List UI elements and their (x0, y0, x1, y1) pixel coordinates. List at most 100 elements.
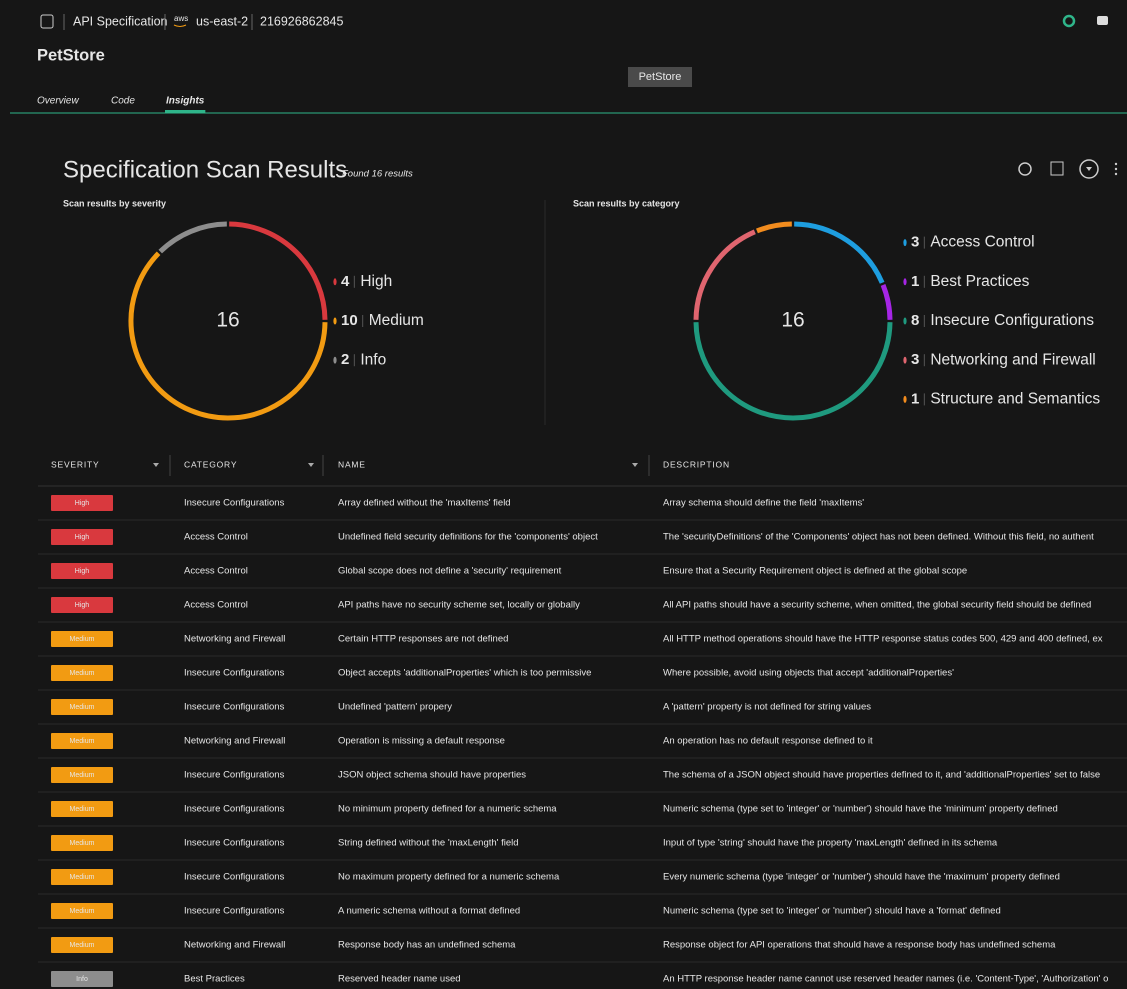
severity-label: Medium (70, 772, 95, 779)
column-header: NAME (338, 459, 366, 469)
tab[interactable]: Overview (37, 96, 79, 107)
severity-label: Medium (70, 704, 95, 711)
status-icon[interactable] (1062, 14, 1076, 28)
column-filter[interactable] (632, 463, 638, 467)
filter-button[interactable] (1079, 159, 1099, 179)
donut-total: 16 (216, 309, 239, 332)
cell: An operation has no default response def… (663, 736, 873, 747)
cell: All API paths should have a security sch… (663, 600, 1091, 611)
cell: Access Control (184, 600, 248, 611)
legend-label: Access Control (930, 234, 1034, 251)
legend-label: Networking and Firewall (930, 351, 1095, 368)
cell: Response body has an undefined schema (338, 940, 516, 951)
cell: Insecure Configurations (184, 770, 285, 781)
spec-icon (40, 14, 54, 29)
severity-badge (51, 699, 113, 715)
column-header: SEVERITY (51, 459, 99, 469)
cell: Array schema should define the field 'ma… (663, 498, 864, 509)
legend-value: 4 (341, 273, 350, 290)
severity-label: Medium (70, 908, 95, 915)
section-title: Specification Scan Results (63, 156, 347, 183)
cell: Networking and Firewall (184, 634, 285, 645)
legend-value: 1 (911, 273, 919, 290)
cell: All HTTP method operations should have t… (663, 634, 1103, 645)
charts: Scan results by severity 16 4 High 10 Medium 2… (63, 198, 1100, 421)
donut-segment (128, 251, 328, 421)
legend-label: Medium (369, 312, 424, 329)
severity-label: Medium (70, 636, 95, 643)
cell: No minimum property defined for a numeri… (338, 804, 557, 815)
severity-badge (51, 597, 113, 613)
legend-label: Insecure Configurations (930, 312, 1094, 329)
cell: Operation is missing a default response (338, 736, 505, 747)
aws-logo: aws (174, 14, 188, 23)
legend-marker (903, 317, 907, 325)
severity-badge (51, 665, 113, 681)
column-header: CATEGORY (184, 459, 237, 469)
legend-marker (903, 395, 907, 403)
severity-badge (51, 971, 113, 987)
active-tab-underline (165, 110, 206, 113)
severity-label: Medium (70, 874, 95, 881)
severity-badge (51, 937, 113, 953)
legend-label: Info (360, 351, 386, 368)
legend-marker (333, 278, 337, 286)
chart-title: Scan results by severity (63, 198, 166, 208)
severity-badge (51, 733, 113, 749)
cell: Numeric schema (type set to 'integer' or… (663, 804, 1058, 815)
severity-badge (51, 495, 113, 511)
region: us-east-2 (196, 14, 248, 28)
more-menu[interactable] (1114, 162, 1118, 176)
severity-label: Info (76, 976, 88, 983)
aws-smile (173, 24, 187, 27)
legend-label: High (360, 273, 392, 290)
severity-badge (51, 563, 113, 579)
column-header: DESCRIPTION (663, 459, 730, 469)
refresh-icon[interactable] (1018, 162, 1032, 176)
cell: The schema of a JSON object should have … (663, 770, 1100, 781)
tooltip-text: PetStore (639, 71, 682, 83)
donut-segment (229, 221, 328, 320)
column-filter[interactable] (153, 463, 159, 467)
legend-value: 3 (911, 234, 919, 251)
cell: A numeric schema without a format define… (338, 906, 520, 917)
cell: API paths have no security scheme set, l… (338, 600, 580, 611)
cell: An HTTP response header name cannot use … (663, 974, 1108, 985)
legend-marker (333, 317, 337, 325)
chart-icon[interactable] (1050, 161, 1064, 176)
tab[interactable]: Insights (166, 96, 205, 107)
legend-value: 8 (911, 312, 919, 329)
tooltip (628, 67, 692, 87)
legend-value: 2 (341, 351, 349, 368)
cell: Networking and Firewall (184, 940, 285, 951)
severity-label: High (75, 534, 90, 541)
severity-badge (51, 801, 113, 817)
cell: No maximum property defined for a numeri… (338, 872, 560, 883)
cell: Access Control (184, 532, 248, 543)
filter-caret (1086, 167, 1092, 171)
donut-segment (880, 284, 893, 320)
legend-label: Best Practices (930, 273, 1029, 290)
cell: Insecure Configurations (184, 702, 285, 713)
chat-icon[interactable] (1097, 16, 1108, 25)
severity-label: Medium (70, 840, 95, 847)
donut-segment (693, 322, 893, 421)
cell: Ensure that a Security Requirement objec… (663, 566, 967, 577)
cell: Undefined 'pattern' propery (338, 702, 452, 713)
cell: Access Control (184, 566, 248, 577)
severity-label: High (75, 602, 90, 609)
page-title: PetStore (37, 46, 105, 64)
results-table: SEVERITY CATEGORY NAME DESCRIPTION High Insec… (38, 455, 1127, 987)
legend-value: 3 (911, 351, 919, 368)
legend-label: Structure and Semantics (930, 390, 1100, 407)
cell: Insecure Configurations (184, 668, 285, 679)
tabs: Overview Code Insights (37, 96, 206, 113)
column-filter[interactable] (308, 463, 314, 467)
tab[interactable]: Code (111, 96, 135, 107)
donut-segment (756, 221, 792, 234)
severity-badge (51, 869, 113, 885)
severity-badge (51, 767, 113, 783)
